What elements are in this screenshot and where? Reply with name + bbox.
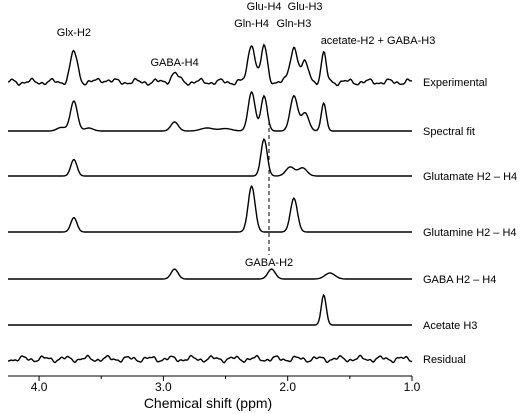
peak-annotation-4: Glu-H4 bbox=[247, 1, 282, 13]
trace-1 bbox=[8, 43, 413, 87]
trace-3 bbox=[8, 137, 412, 177]
trace-label-6: Acetate H3 bbox=[423, 320, 477, 332]
peak-annotation-2: GABA-H4 bbox=[150, 57, 198, 69]
spectrum-traces bbox=[7, 43, 413, 364]
trace-label-3: Glutamate H2 – H4 bbox=[423, 171, 517, 183]
trace-5 bbox=[8, 268, 412, 280]
trace-label-2: Spectral fit bbox=[423, 126, 475, 138]
trace-7 bbox=[7, 354, 413, 364]
gaba-h2-label: GABA-H2 bbox=[245, 257, 293, 269]
x-tick-label: 4.0 bbox=[31, 380, 48, 394]
peak-annotation-6: Glu-H3 bbox=[288, 1, 323, 13]
trace-2 bbox=[8, 91, 412, 132]
peak-annotation-7: acetate-H2 + GABA-H3 bbox=[321, 35, 436, 47]
x-axis-title: Chemical shift (ppm) bbox=[144, 395, 272, 411]
trace-labels: Experimental Spectral fit Glutamate H2 – H… bbox=[423, 77, 517, 366]
x-tick-label: 1.0 bbox=[404, 380, 421, 394]
trace-4 bbox=[8, 184, 412, 233]
x-tick-label: 3.0 bbox=[155, 380, 172, 394]
x-tick-label: 2.0 bbox=[279, 380, 296, 394]
trace-6 bbox=[8, 293, 412, 326]
x-axis: 4.0 3.0 2.0 1.0 bbox=[8, 375, 421, 394]
trace-label-4: Glutamine H2 – H4 bbox=[423, 227, 517, 239]
peak-annotations: Glx-H2 GABA-H4 Gln-H4 Glu-H4 Gln-H3 Glu-H3 ace… bbox=[57, 1, 436, 69]
peak-annotation-3: Gln-H4 bbox=[234, 18, 269, 30]
trace-label-1: Experimental bbox=[423, 77, 487, 89]
trace-label-7: Residual bbox=[423, 354, 466, 366]
peak-annotation-5: Gln-H3 bbox=[276, 18, 311, 30]
peak-annotation-1: Glx-H2 bbox=[57, 27, 91, 39]
trace-label-5: GABA H2 – H4 bbox=[423, 274, 496, 286]
